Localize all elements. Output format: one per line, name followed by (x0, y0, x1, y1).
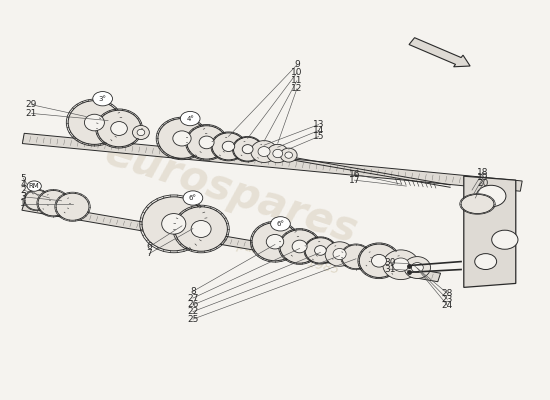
Ellipse shape (371, 254, 387, 267)
Text: 22: 22 (188, 307, 199, 316)
Text: 7: 7 (146, 249, 152, 258)
Ellipse shape (359, 244, 399, 278)
Ellipse shape (68, 101, 120, 144)
Text: 15: 15 (313, 132, 324, 141)
FancyArrow shape (409, 38, 470, 67)
Text: 23: 23 (442, 295, 453, 304)
Text: 29: 29 (26, 100, 37, 109)
Text: 28: 28 (442, 289, 453, 298)
Text: 4: 4 (20, 180, 26, 189)
Text: 10: 10 (291, 68, 302, 77)
Text: 19: 19 (477, 173, 489, 182)
Polygon shape (464, 176, 516, 287)
Ellipse shape (305, 238, 335, 263)
Ellipse shape (280, 230, 320, 263)
Ellipse shape (162, 214, 186, 234)
Circle shape (183, 191, 203, 205)
Ellipse shape (133, 126, 150, 140)
Ellipse shape (280, 148, 297, 162)
Ellipse shape (158, 118, 206, 158)
Ellipse shape (111, 122, 128, 136)
Text: 16: 16 (349, 170, 360, 179)
Text: 25: 25 (187, 315, 199, 324)
Ellipse shape (266, 234, 284, 249)
Ellipse shape (199, 136, 214, 149)
Polygon shape (22, 202, 441, 282)
Ellipse shape (342, 245, 370, 269)
Ellipse shape (175, 207, 227, 251)
Text: 24: 24 (442, 301, 453, 310)
Ellipse shape (383, 250, 419, 280)
Text: 6: 6 (146, 242, 152, 251)
Circle shape (271, 217, 290, 231)
Ellipse shape (222, 141, 235, 152)
Ellipse shape (242, 145, 253, 154)
Circle shape (180, 112, 200, 126)
Text: 14: 14 (313, 126, 324, 135)
Ellipse shape (258, 146, 270, 156)
Ellipse shape (212, 133, 245, 160)
Ellipse shape (252, 223, 298, 261)
Ellipse shape (315, 246, 326, 255)
Text: 20: 20 (477, 179, 488, 188)
Ellipse shape (173, 131, 191, 146)
Text: 26: 26 (187, 300, 199, 309)
Ellipse shape (333, 248, 346, 260)
Ellipse shape (461, 194, 494, 214)
Text: 31: 31 (384, 265, 395, 274)
Text: 6°: 6° (277, 221, 284, 227)
Text: 17: 17 (349, 176, 360, 185)
Circle shape (475, 254, 497, 270)
Ellipse shape (142, 197, 206, 251)
Text: 11: 11 (291, 76, 302, 85)
Text: 4°: 4° (186, 116, 194, 122)
Ellipse shape (56, 193, 89, 220)
Text: 3°: 3° (98, 96, 107, 102)
Ellipse shape (292, 240, 307, 253)
Ellipse shape (97, 110, 141, 147)
Text: 21: 21 (26, 109, 37, 118)
Text: 30: 30 (384, 258, 395, 267)
Ellipse shape (85, 114, 104, 131)
Circle shape (27, 181, 41, 191)
Text: 12: 12 (291, 84, 302, 93)
Ellipse shape (191, 220, 211, 238)
Circle shape (93, 92, 112, 106)
Ellipse shape (393, 258, 409, 272)
Ellipse shape (273, 149, 283, 158)
Polygon shape (23, 133, 522, 191)
Ellipse shape (25, 190, 49, 210)
Text: RM: RM (29, 183, 40, 189)
Ellipse shape (137, 129, 145, 136)
Ellipse shape (187, 126, 226, 159)
Ellipse shape (233, 137, 262, 161)
Ellipse shape (325, 242, 354, 266)
Text: eurospares: eurospares (100, 132, 363, 253)
Ellipse shape (404, 257, 431, 278)
Circle shape (492, 230, 518, 249)
Text: 1: 1 (20, 200, 26, 208)
Text: 6°: 6° (189, 195, 197, 201)
Text: 3: 3 (20, 192, 26, 201)
Text: 8: 8 (190, 287, 196, 296)
Text: 18: 18 (477, 168, 489, 177)
Circle shape (476, 185, 506, 207)
Text: 5: 5 (20, 174, 26, 183)
Ellipse shape (267, 144, 289, 163)
Text: 9: 9 (294, 60, 300, 70)
Ellipse shape (285, 152, 293, 158)
Ellipse shape (411, 262, 424, 272)
Ellipse shape (251, 141, 277, 162)
Text: 27: 27 (187, 294, 199, 303)
Text: a passion for parts since 1985: a passion for parts since 1985 (155, 218, 341, 277)
Ellipse shape (38, 190, 69, 216)
Text: 13: 13 (313, 120, 324, 129)
Text: 2: 2 (20, 186, 26, 194)
